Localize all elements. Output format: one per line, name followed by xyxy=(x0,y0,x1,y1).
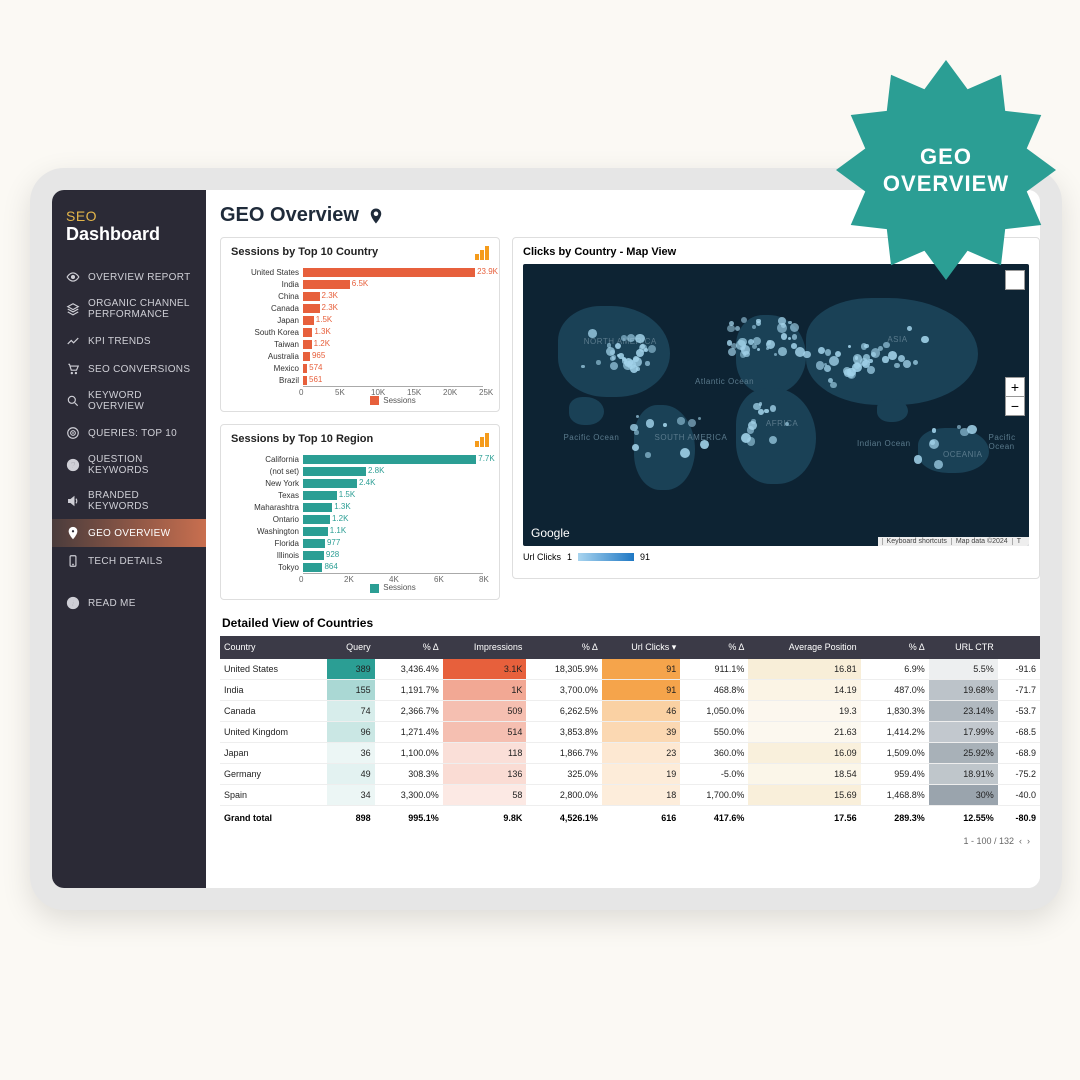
bar-row: New York2.4K xyxy=(231,477,489,489)
map-legend: Url Clicks 1 91 xyxy=(523,552,1029,562)
eye-icon xyxy=(66,270,80,284)
analytics-icon xyxy=(475,246,489,260)
world-map[interactable]: +− Google Keyboard shortcutsMap data ©20… xyxy=(523,264,1029,546)
sidebar-item-question-keywords[interactable]: ?QUESTION KEYWORDS xyxy=(52,447,206,483)
zoom-control[interactable]: +− xyxy=(1005,377,1025,416)
geo-overview-badge: GEOOVERVIEW xyxy=(836,60,1056,280)
map-provider-logo: Google xyxy=(531,526,570,540)
bar-row: Australia965 xyxy=(231,350,489,362)
bar-row: Mexico574 xyxy=(231,362,489,374)
bar-row: United States23.9K xyxy=(231,266,489,278)
sidebar-item-branded-keywords[interactable]: BRANDED KEYWORDS xyxy=(52,483,206,519)
table-row[interactable]: India1551,191.7%1K3,700.0%91468.8%14.194… xyxy=(220,679,1040,700)
column-header[interactable]: % Δ xyxy=(680,636,748,659)
table-row[interactable]: Japan361,100.0%1181,866.7%23360.0%16.091… xyxy=(220,742,1040,763)
sidebar-item-geo-overview[interactable]: GEO OVERVIEW xyxy=(52,519,206,547)
countries-table: CountryQuery% ΔImpressions% ΔUrl Clicks … xyxy=(220,636,1040,830)
speaker-icon xyxy=(66,494,80,508)
column-header[interactable]: % Δ xyxy=(861,636,929,659)
sidebar-item-kpi-trends[interactable]: KPI TRENDS xyxy=(52,327,206,355)
bar-row: Maharashtra1.3K xyxy=(231,501,489,513)
bar-row: (not set)2.8K xyxy=(231,465,489,477)
brand: SEO Dashboard xyxy=(52,208,206,257)
column-header[interactable]: Country xyxy=(220,636,327,659)
card-title: Sessions by Top 10 Region xyxy=(231,433,489,445)
table-row[interactable]: United Kingdom961,271.4%5143,853.8%39550… xyxy=(220,721,1040,742)
bar-row: Tokyo864 xyxy=(231,561,489,573)
main: GEO Overview Sessions by Top 10 Country … xyxy=(206,190,1040,888)
bar-row: Canada2.3K xyxy=(231,302,489,314)
bar-row: Texas1.5K xyxy=(231,489,489,501)
bar-row: California7.7K xyxy=(231,453,489,465)
sessions-by-country-card: Sessions by Top 10 Country United States… xyxy=(220,237,500,412)
sidebar-item-keyword-overview[interactable]: KEYWORD OVERVIEW xyxy=(52,383,206,419)
brand-line2: Dashboard xyxy=(66,224,192,245)
sidebar: SEO Dashboard OVERVIEW REPORTORGANIC CHA… xyxy=(52,190,206,888)
screen: SEO Dashboard OVERVIEW REPORTORGANIC CHA… xyxy=(52,190,1040,888)
bar-row: Japan1.5K xyxy=(231,314,489,326)
analytics-icon xyxy=(475,433,489,447)
column-header[interactable]: % Δ xyxy=(526,636,602,659)
bar-row: Taiwan1.2K xyxy=(231,338,489,350)
table-row[interactable]: Spain343,300.0%582,800.0%181,700.0%15.69… xyxy=(220,784,1040,805)
sessions-by-region-card: Sessions by Top 10 Region California7.7K… xyxy=(220,424,500,599)
column-header[interactable]: Impressions xyxy=(443,636,527,659)
device-icon xyxy=(66,554,80,568)
column-header[interactable]: Average Position xyxy=(748,636,860,659)
table-pager[interactable]: 1 - 100 / 132 ‹ › xyxy=(220,830,1040,852)
column-header[interactable]: URL CTR xyxy=(929,636,998,659)
zoom-out-button[interactable]: − xyxy=(1006,397,1024,415)
bar-row: India6.5K xyxy=(231,278,489,290)
trend-icon xyxy=(66,334,80,348)
column-header[interactable]: Query xyxy=(327,636,375,659)
search-icon xyxy=(66,394,80,408)
bar-row: Ontario1.2K xyxy=(231,513,489,525)
nav: OVERVIEW REPORTORGANIC CHANNEL PERFORMAN… xyxy=(52,263,206,575)
info-icon: i xyxy=(66,596,80,610)
pin-icon xyxy=(66,526,80,540)
bar-row: Illinois928 xyxy=(231,549,489,561)
bar-row: Washington1.1K xyxy=(231,525,489,537)
map-attribution: Keyboard shortcutsMap data ©2024T xyxy=(878,537,1029,546)
svg-text:?: ? xyxy=(71,461,76,470)
target-icon xyxy=(66,426,80,440)
bar-row: Florida977 xyxy=(231,537,489,549)
bar-row: South Korea1.3K xyxy=(231,326,489,338)
layers-icon xyxy=(66,302,80,316)
brand-line1: SEO xyxy=(66,208,192,224)
sidebar-item-overview-report[interactable]: OVERVIEW REPORT xyxy=(52,263,206,291)
sidebar-item-queries-top10[interactable]: QUERIES: TOP 10 xyxy=(52,419,206,447)
cart-icon xyxy=(66,362,80,376)
table-row[interactable]: Germany49308.3%136325.0%19-5.0%18.54959.… xyxy=(220,763,1040,784)
pin-icon xyxy=(367,205,385,227)
detailed-countries-card: Detailed View of Countries CountryQuery%… xyxy=(220,612,1040,852)
table-row[interactable]: Canada742,366.7%5096,262.5%461,050.0%19.… xyxy=(220,700,1040,721)
sidebar-item-tech-details[interactable]: TECH DETAILS xyxy=(52,547,206,575)
column-header[interactable]: % Δ xyxy=(375,636,443,659)
card-title: Detailed View of Countries xyxy=(220,612,1040,636)
bar-row: China2.3K xyxy=(231,290,489,302)
column-header[interactable]: Url Clicks ▾ xyxy=(602,636,680,659)
column-header[interactable] xyxy=(998,636,1040,659)
table-row[interactable]: United States3893,436.4%3.1K18,305.9%919… xyxy=(220,659,1040,680)
nav-readme[interactable]: i READ ME xyxy=(52,589,206,617)
bar-row: Brazil561 xyxy=(231,374,489,386)
clicks-map-card: Clicks by Country - Map View +− Google K… xyxy=(512,237,1040,579)
question-icon: ? xyxy=(66,458,80,472)
card-title: Sessions by Top 10 Country xyxy=(231,246,489,258)
sidebar-item-seo-conversions[interactable]: SEO CONVERSIONS xyxy=(52,355,206,383)
sidebar-item-organic-channel[interactable]: ORGANIC CHANNEL PERFORMANCE xyxy=(52,291,206,327)
zoom-in-button[interactable]: + xyxy=(1006,378,1024,397)
